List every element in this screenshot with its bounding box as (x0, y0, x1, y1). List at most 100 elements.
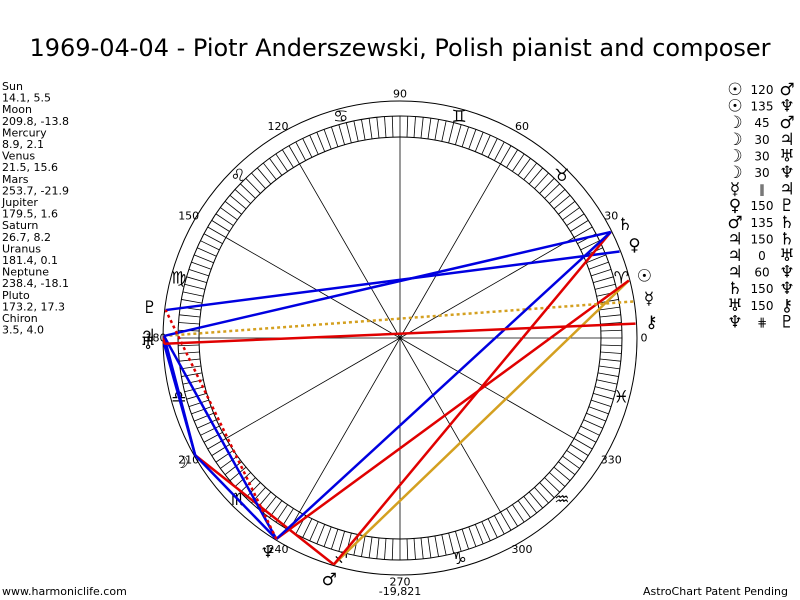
spoke (299, 337, 401, 513)
ring-tick (282, 149, 294, 168)
aspect-to: ♅ (779, 246, 794, 266)
degree-label: 30 (604, 210, 618, 223)
ring-tick (512, 504, 525, 523)
planet-glyph: ♅ (140, 334, 155, 354)
planet-glyph: ♇ (142, 298, 157, 318)
aspect-from: ♃ (727, 263, 742, 283)
ring-tick (600, 329, 622, 332)
degree-label: 240 (268, 543, 289, 556)
aspect-line (162, 343, 197, 456)
ring-tick (544, 477, 560, 493)
ring-tick (506, 508, 518, 527)
planet-glyph: ☿ (644, 289, 654, 309)
ring-tick (517, 158, 531, 176)
ring-tick (188, 269, 209, 277)
planet-name: Mercury (2, 126, 47, 139)
aspect-angle: 150 (751, 199, 774, 213)
spoke (399, 163, 501, 339)
ring-tick (194, 412, 214, 422)
ring-tick (376, 117, 380, 139)
degree-label: 300 (512, 543, 533, 556)
ring-tick (583, 419, 603, 429)
ring-tick (345, 122, 352, 144)
ring-tick (474, 132, 484, 152)
ring-tick (338, 124, 345, 145)
degree-label: 60 (515, 120, 529, 133)
zodiac-sign: ♊ (452, 107, 467, 127)
degree-label: 150 (178, 210, 199, 223)
degree-label: 180 (146, 332, 167, 345)
planet-position: 179.5, 1.6 (2, 208, 58, 221)
ring-tick (434, 535, 439, 557)
aspect-to: ♃ (779, 130, 794, 150)
ring-tick (181, 299, 203, 304)
ring-tick (441, 534, 447, 556)
aspect-line (165, 250, 620, 312)
ring-tick (570, 220, 589, 232)
footer-center: -19,821 (379, 585, 421, 598)
planet-glyph: ☽ (174, 453, 189, 473)
ring-tick (599, 314, 621, 318)
ring-tick (427, 536, 432, 558)
ring-tick (599, 358, 621, 362)
ring-tick (224, 201, 242, 215)
ring-tick (406, 538, 409, 560)
ring-tick (549, 472, 566, 487)
ring-tick (331, 126, 339, 147)
ring-tick (331, 529, 339, 550)
aspect-to: ♄ (779, 213, 794, 233)
planet-glyph: ♄ (618, 215, 633, 235)
aspect-line (194, 454, 335, 566)
ring-tick (448, 532, 455, 554)
ring-tick (481, 521, 491, 541)
ring-tick (600, 344, 622, 347)
ring-tick (295, 141, 306, 161)
ring-tick (194, 254, 214, 264)
ring-tick (591, 269, 612, 277)
ring-tick (338, 531, 345, 552)
ring-tick (534, 487, 549, 504)
ring-tick (269, 158, 283, 176)
zodiac-sign: ♋ (333, 107, 348, 127)
aspect-to: ♄ (779, 229, 794, 249)
spoke (399, 237, 575, 339)
aspect-to: ♇ (779, 196, 794, 216)
aspect-angle: 135 (751, 216, 774, 230)
ring-tick (220, 455, 238, 469)
degree-label: 270 (390, 576, 411, 589)
aspect-to: ⚷ (781, 296, 793, 316)
ring-tick (179, 314, 201, 318)
zodiac-sign: ♉ (554, 166, 569, 186)
aspect-angle: 150 (751, 232, 774, 246)
ring-tick (256, 167, 272, 185)
planet-position: 26.7, 8.2 (2, 231, 51, 244)
ring-tick (455, 531, 462, 552)
aspect-to: ♅ (779, 146, 794, 166)
ring-tick (207, 226, 227, 238)
ring-tick (481, 135, 491, 155)
ring-tick (434, 119, 439, 141)
aspect-angle: 30 (754, 133, 769, 147)
planet-glyph: ⚷ (645, 313, 657, 333)
aspect-line (164, 322, 636, 346)
aspect-from: ♄ (727, 279, 742, 299)
aspect-from: ♃ (727, 246, 742, 266)
ring-tick (197, 419, 217, 429)
ring-tick (468, 129, 477, 150)
planet-name: Venus (2, 150, 35, 163)
zodiac-sign: ♌ (230, 166, 245, 186)
ring-tick (186, 276, 207, 283)
aspect-to: ♆ (779, 279, 794, 299)
ring-tick (391, 538, 394, 560)
ring-tick (368, 536, 373, 558)
aspect-from: ☽ (727, 163, 742, 183)
aspect-angle: 0 (758, 249, 766, 263)
ring-tick (580, 240, 600, 251)
ring-tick (188, 399, 209, 407)
aspect-to: ♃ (779, 180, 794, 200)
aspect-line (332, 279, 630, 566)
aspect-angle: 135 (751, 100, 774, 114)
ring-tick (178, 344, 200, 347)
ring-tick (534, 172, 549, 189)
ring-tick (234, 189, 251, 204)
